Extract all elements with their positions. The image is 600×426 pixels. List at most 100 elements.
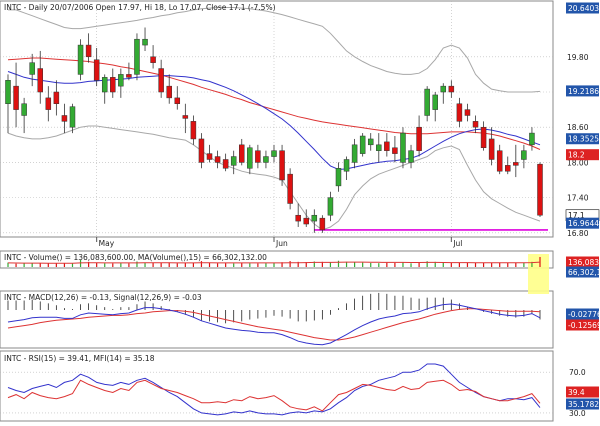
candle-up	[271, 150, 277, 157]
date-tick-label: Jul	[452, 239, 462, 248]
rsi-value-tag-box	[566, 386, 599, 398]
candle-down	[537, 163, 543, 216]
candle-up	[134, 38, 140, 75]
candle-up	[343, 159, 350, 172]
signal-line	[7, 308, 541, 341]
candle-up	[118, 74, 124, 87]
candle-down	[303, 217, 309, 225]
candle-down	[158, 68, 164, 93]
candle-down	[206, 153, 213, 160]
rsi-line	[7, 379, 541, 412]
price-value-tag: 19.2186	[568, 87, 599, 96]
candle-up	[432, 94, 438, 110]
candle-up	[529, 132, 535, 146]
candle-up	[408, 150, 414, 163]
candle-up	[247, 147, 253, 169]
candle-down	[190, 121, 197, 140]
date-tick-label: May	[99, 239, 115, 248]
price-value-tag: 16.9644	[568, 219, 599, 228]
value-tags: 20.6403 19.2186 18.3525 18.2 17.116.9644 136,…	[565, 2, 600, 410]
candle-up	[359, 135, 366, 154]
volume-ma-line	[7, 261, 541, 264]
lower-band-line	[7, 125, 541, 231]
rsi-value-tag: 35.1782	[568, 400, 599, 409]
candle-up	[521, 150, 527, 160]
candle-down	[182, 115, 189, 119]
bollinger-bands	[7, 7, 541, 231]
candle-up	[424, 88, 430, 116]
rsi-value-tag: 39.4	[568, 388, 585, 397]
price-value-tag: 17.1	[568, 211, 585, 220]
candle-down	[93, 59, 100, 81]
price-value-tag: 18.2	[568, 151, 585, 160]
candle-down	[239, 144, 245, 163]
candle-down	[61, 115, 68, 122]
candle-down	[126, 74, 132, 78]
candle-down	[472, 121, 479, 128]
candle-down	[448, 85, 455, 93]
macd-value-tag-box	[566, 319, 599, 331]
candle-down	[496, 150, 503, 172]
candle-up	[327, 197, 334, 216]
volume-bars	[7, 254, 549, 294]
candle-up	[351, 144, 358, 163]
candle-down	[37, 68, 43, 93]
candle-up	[263, 156, 269, 163]
candle-down	[222, 159, 229, 169]
price-tick-label: 18.00	[567, 158, 589, 167]
price-value-tag-box	[566, 2, 599, 14]
candle-down	[505, 165, 511, 172]
candle-up	[440, 85, 447, 93]
candle-down	[279, 150, 285, 181]
candle-down	[295, 214, 301, 222]
price-value-tag: 18.3525	[568, 135, 599, 144]
candle-down	[214, 156, 221, 163]
candle-down	[53, 91, 60, 104]
candlesticks	[5, 27, 543, 233]
candle-down	[480, 126, 487, 149]
rsi-tick-label: 70.0	[569, 368, 586, 377]
upper-band-line	[8, 7, 541, 93]
price-grid: May Jun Jul	[0, 1, 553, 248]
rsi-title: INTC - RSI(15) = 39.41, MFI(14) = 35.18	[4, 354, 155, 363]
price-value-tag-box	[566, 133, 599, 145]
candle-down	[13, 85, 19, 110]
macd-value-tag-box	[566, 308, 599, 320]
volume-value-tag: 136,083,600	[568, 258, 600, 267]
price-tick-label: 19.80	[567, 53, 589, 62]
candle-down	[45, 97, 52, 110]
candle-down	[384, 141, 390, 151]
price-tick-label: 16.80	[567, 229, 589, 238]
candle-down	[255, 150, 261, 163]
candle-up	[77, 44, 84, 75]
volume-value-tag-box	[566, 256, 599, 268]
candle-up	[5, 80, 11, 104]
macd-line	[7, 303, 541, 346]
candle-down	[456, 103, 463, 122]
price-tick-label: 17.40	[567, 194, 589, 203]
candle-down	[150, 56, 156, 63]
macd-value-tag: -0.027768	[568, 310, 600, 319]
price-tick-label: 18.60	[567, 123, 589, 132]
price-title: INTC - Daily 20/07/2006 Open 17.97, Hi 1…	[4, 3, 276, 12]
macd-panel	[0, 290, 554, 349]
rsi-lines: 70.0 30.0	[0, 363, 586, 418]
highlight-box	[528, 254, 549, 294]
volume-panel	[0, 250, 554, 269]
candle-down	[488, 138, 495, 160]
candle-up	[400, 132, 406, 163]
candle-down	[416, 126, 422, 151]
candle-up	[142, 38, 148, 46]
candle-down	[166, 85, 172, 99]
candle-up	[29, 62, 35, 75]
candle-up	[311, 214, 318, 222]
candle-down	[392, 147, 398, 154]
volume-value-tag-box	[566, 266, 599, 278]
candle-up	[376, 144, 382, 151]
macd-lines	[7, 292, 541, 346]
candle-down	[464, 109, 471, 116]
mfi-line	[7, 363, 541, 416]
candle-down	[110, 77, 116, 93]
